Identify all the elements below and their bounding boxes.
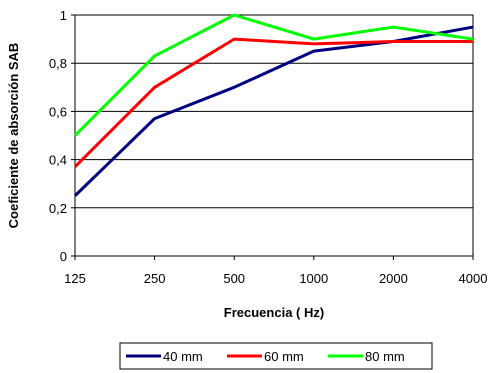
series-group [73,13,474,197]
y-axis-ticks: 0 0,2 0,4 0,6 0,8 1 [49,8,75,264]
y-tick-label: 0,2 [49,201,67,216]
legend-box [119,342,433,370]
x-tick-label: 500 [223,271,245,286]
legend-label: 60 mm [264,349,304,364]
x-axis-title: Frecuencia ( Hz) [224,305,324,320]
legend-label: 40 mm [163,349,203,364]
plot-area [74,14,474,257]
y-tick-label: 0,6 [49,104,67,119]
x-tick-label: 1000 [299,271,328,286]
y-axis-title: Coeficiente de absorción SAB [6,43,21,229]
x-tick-label: 2000 [379,271,408,286]
series-line [73,37,473,168]
x-axis-ticks: 125 250 500 1000 2000 4000 [64,256,487,286]
y-tick-label: 0 [60,249,67,264]
legend-label: 80 mm [365,349,405,364]
x-tick-label: 125 [64,271,86,286]
y-tick-label: 1 [60,8,67,23]
series-line [73,25,474,197]
gridlines [75,14,473,257]
x-tick-label: 250 [144,271,166,286]
y-tick-label: 0,8 [49,56,67,71]
legend: 40 mm 60 mm 80 mm [119,342,433,370]
x-tick-label: 4000 [459,271,488,286]
series-line [73,13,474,137]
y-tick-label: 0,4 [49,153,67,168]
